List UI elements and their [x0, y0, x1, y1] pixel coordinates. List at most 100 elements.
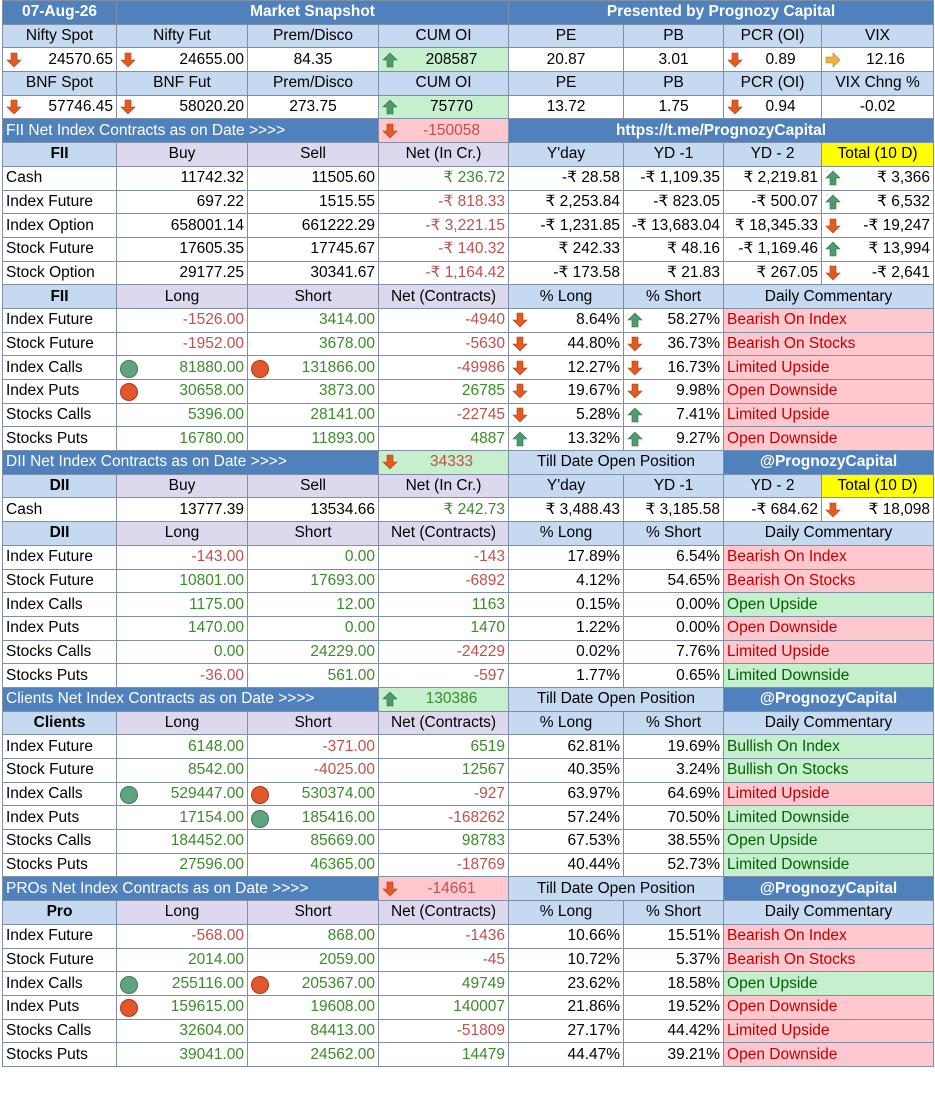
long-value-text: -568.00 [191, 927, 244, 945]
bnf-header: BNF Spot [2, 71, 117, 96]
net-contracts-value-text: -4940 [465, 311, 506, 329]
pct-short-value-text: 0.00% [676, 595, 721, 613]
row-label-text: Stocks Puts [6, 856, 88, 874]
prognozy-handle[interactable]: @PrognozyCapital [723, 686, 935, 712]
buy-value: 13777.39 [116, 497, 248, 523]
net-contracts-value-text: 140007 [453, 998, 506, 1016]
short-value-text: 530374.00 [301, 785, 375, 803]
fii_pos-header: % Short [623, 284, 725, 309]
short-value: 3873.00 [247, 379, 379, 404]
row-label-text: Stock Future [6, 761, 94, 779]
long-value: 27596.00 [116, 852, 248, 878]
daily-commentary-text: Limited Downside [727, 808, 850, 826]
nifty-header: Prem/Disco [247, 23, 379, 49]
short-value: 530374.00 [247, 781, 379, 807]
short-value-text: 19608.00 [310, 998, 375, 1016]
clients_banner-value-text: 130386 [425, 690, 478, 708]
dii_cash-header: Total (10 D) [821, 473, 935, 499]
long-value-text: 1470.00 [187, 619, 244, 637]
pct-long-value-text: 40.35% [567, 761, 621, 779]
nifty-pcr-text: 0.89 [765, 50, 796, 68]
yd2-value-text: -₹ 1,169.46 [738, 240, 819, 258]
row-label: Stocks Calls [2, 639, 117, 665]
table-row: Cash 11742.32 11505.60 ₹ 236.72 -₹ 28.58 -₹ 1… [2, 165, 935, 191]
table-row: Index Puts 17154.00 185416.00 -168262 57.24%… [2, 805, 935, 831]
short-value-text: 2059.00 [318, 950, 375, 968]
nifty-header-text: Prem/Disco [272, 27, 354, 45]
fii_cash-header-text: Sell [300, 145, 326, 163]
arrow-down-icon [382, 881, 398, 897]
pct-long-value-text: 62.81% [567, 737, 621, 755]
table-row: Stock Future 10801.00 17693.00 -6892 4.12% 54… [2, 568, 935, 594]
net-contracts-value: -4940 [377, 307, 510, 333]
table-row: Stocks Puts 27596.00 46365.00 -18769 40.44% 5… [2, 852, 935, 878]
long-value-text: 32604.00 [179, 1021, 244, 1039]
daily-commentary: Limited Upside [723, 402, 935, 428]
dii_cash-header-text: Net (In Cr.) [405, 477, 482, 495]
pct-long-value: 13.32% [508, 426, 625, 452]
pct-long-value-text: 10.72% [567, 950, 621, 968]
table-row: Index Puts 159615.00 19608.00 140007 21.86% 1… [2, 994, 935, 1020]
nifty-fut: 24655.00 [116, 47, 248, 73]
total-10d-value: ₹ 13,994 [821, 236, 935, 262]
net-contracts-value: 98783 [377, 829, 510, 854]
bnf-pb-text: 1.75 [658, 98, 689, 116]
clients_pos-header-text: Daily Commentary [764, 713, 893, 731]
pct-short-value-text: 19.52% [667, 998, 721, 1016]
nifty-prem: 84.35 [247, 47, 379, 73]
daily-commentary-text: Limited Upside [727, 785, 830, 803]
dii_cash-header-text: Buy [168, 477, 196, 495]
yday-value: ₹ 2,253.84 [508, 189, 625, 215]
pro_banner-label-text: PROs Net Index Contracts as on Date >>>> [6, 879, 309, 897]
pct-long-value-text: 44.80% [567, 334, 621, 352]
pct-short-value: 58.27% [623, 307, 725, 333]
row-label-text: Stock Option [6, 263, 95, 281]
row-label: Index Puts [2, 615, 117, 641]
long-value: 81880.00 [116, 355, 248, 380]
short-value-text: 46365.00 [310, 856, 375, 874]
telegram-link[interactable]: https://t.me/PrognozyCapital [508, 118, 935, 144]
nifty-header: PE [508, 23, 625, 49]
arrow-down-icon [512, 336, 528, 352]
clients_pos-header: Daily Commentary [723, 710, 935, 736]
bnf-fut: 58020.20 [116, 94, 248, 120]
long-value-text: 39041.00 [179, 1045, 244, 1063]
prognozy-handle[interactable]: @PrognozyCapital [723, 450, 935, 475]
pct-long-value-text: 4.12% [576, 571, 621, 589]
row-label: Stocks Puts [2, 852, 117, 878]
daily-commentary-text: Limited Upside [727, 358, 830, 376]
arrow-up-icon [627, 312, 643, 328]
clients_banner-value: 130386 [377, 686, 510, 712]
net-contracts-value-text: -5630 [465, 334, 506, 352]
fii_pos-header: % Long [508, 284, 625, 309]
daily-commentary-text: Bullish On Index [727, 737, 840, 755]
short-value: 28141.00 [247, 402, 379, 428]
prognozy-handle[interactable]: @PrognozyCapital [723, 876, 935, 902]
yday-value: ₹ 3,488.43 [508, 497, 625, 523]
pct-long-value-text: 27.17% [567, 1021, 621, 1039]
short-value-text: 868.00 [327, 927, 375, 945]
long-value: 30658.00 [116, 379, 248, 404]
fii-net-index-value: -150058 [377, 118, 510, 144]
nifty-pe: 20.87 [508, 47, 625, 73]
nifty-pb-text: 3.01 [658, 50, 689, 68]
short-value: 868.00 [247, 923, 379, 949]
prognozy-handle-text: @PrognozyCapital [759, 879, 898, 897]
net-value-text: -₹ 140.32 [438, 240, 506, 258]
pct-long-value-text: 40.44% [567, 856, 621, 874]
bnf-header: PCR (OI) [723, 71, 823, 96]
nifty-header-text: PE [555, 27, 577, 45]
short-value-text: 12.00 [336, 595, 375, 613]
pct-short-value: 64.69% [623, 781, 725, 807]
row-label-text: Index Puts [6, 382, 80, 400]
net-contracts-value: -49986 [377, 355, 510, 380]
yd2-value: -₹ 500.07 [723, 189, 823, 215]
long-value: 6148.00 [116, 734, 248, 759]
row-label: Stock Future [2, 236, 117, 262]
dii_cash-header: YD -1 [623, 473, 725, 499]
yd2-value-text: ₹ 267.05 [756, 263, 819, 281]
daily-commentary-text: Limited Upside [727, 642, 830, 660]
pro_pos-header: % Short [623, 900, 725, 925]
pct-long-value-text: 12.27% [567, 358, 621, 376]
arrow-down-icon [627, 383, 643, 399]
